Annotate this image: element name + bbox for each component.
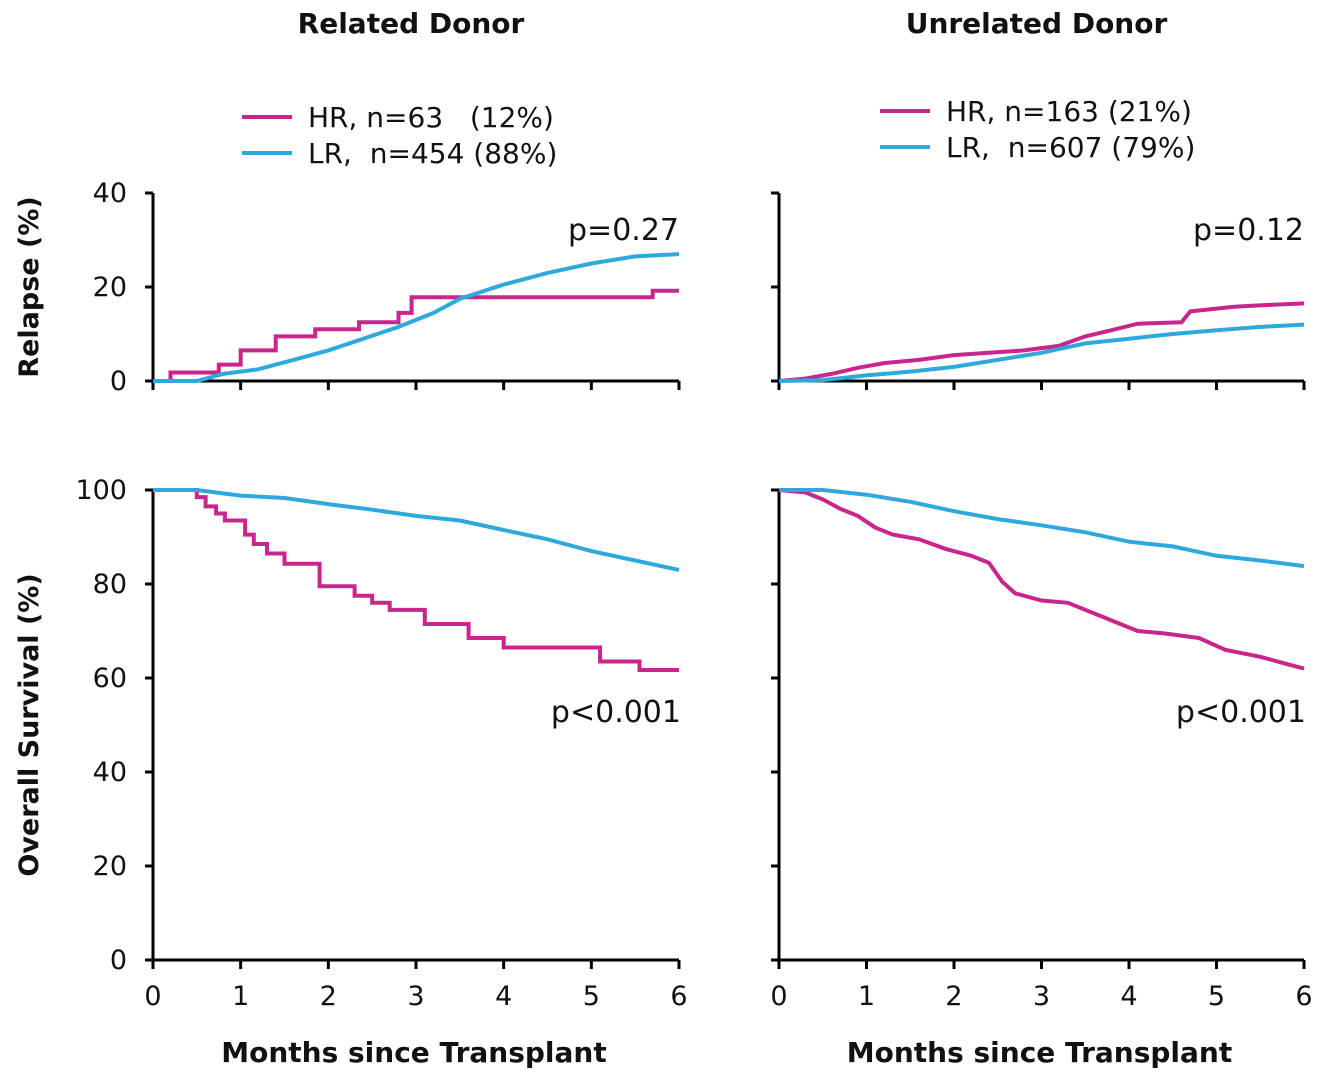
x-tick-label: 1 [858, 981, 875, 1012]
series-line-hr [153, 288, 679, 383]
legend-label: LR, n=454 (88%) [308, 137, 557, 170]
x-axis-label: Months since Transplant [221, 1036, 606, 1069]
x-tick-label: 5 [1208, 981, 1225, 1012]
x-tick-label: 3 [1033, 981, 1050, 1012]
x-tick-label: 6 [670, 981, 687, 1012]
series-line-lr [153, 488, 680, 572]
x-tick-label: 2 [320, 981, 337, 1012]
series-line-lr [778, 322, 1305, 383]
panel-unrelated-relapse: Unrelated Donor HR, n=163 (21%)LR, n=607 … [771, 7, 1306, 390]
panel-title: Unrelated Donor [906, 7, 1168, 40]
y-tick-label: 40 [93, 757, 127, 788]
p-value-annotation: p=0.27 [568, 213, 679, 248]
x-tick-label: 5 [583, 981, 600, 1012]
x-tick-label: 4 [1120, 981, 1137, 1012]
y-tick-label: 0 [110, 945, 127, 976]
y-tick-label: 40 [93, 178, 127, 209]
legend-label: HR, n=63 (12%) [308, 101, 554, 134]
series-line-lr [153, 252, 680, 383]
y-tick-label: 20 [93, 851, 127, 882]
series-line-hr [778, 488, 1305, 671]
p-value-annotation: p<0.001 [551, 695, 681, 730]
x-tick-label: 1 [232, 981, 249, 1012]
series-line-lr [779, 488, 1305, 569]
legend-label: HR, n=163 (21%) [946, 95, 1192, 128]
panel-related-relapse: Related Donor 0 20 40 Relapse (%) HR, n=63 (1… [14, 7, 681, 397]
x-tick-label: 0 [144, 981, 161, 1012]
x-tick-label: 3 [407, 981, 424, 1012]
x-tick-label: 2 [945, 981, 962, 1012]
p-value-annotation: p=0.12 [1193, 213, 1304, 248]
y-tick-label: 0 [110, 366, 127, 397]
y-axis-label: Overall Survival (%) [14, 573, 45, 876]
x-tick-label: 6 [1295, 981, 1312, 1012]
x-axis-label: Months since Transplant [847, 1036, 1232, 1069]
p-value-annotation: p<0.001 [1176, 695, 1306, 730]
legend-label: LR, n=607 (79%) [946, 131, 1195, 164]
y-tick-label: 100 [75, 475, 127, 506]
y-axis-label: Relapse (%) [14, 196, 45, 377]
y-tick-label: 60 [93, 663, 127, 694]
panel-unrelated-survival: 0 1 2 3 4 5 6 Months since Transplant p<0.001 [770, 488, 1313, 1069]
y-tick-label: 20 [93, 272, 127, 303]
panel-related-survival: 0 20 40 60 80 100 0 1 2 3 4 5 6 Months since Transpla… [14, 475, 688, 1069]
x-tick-label: 0 [770, 981, 787, 1012]
x-tick-label: 4 [495, 981, 512, 1012]
y-tick-label: 80 [93, 569, 127, 600]
series-line-hr [778, 301, 1305, 383]
series-line-hr [153, 488, 679, 672]
panel-title: Related Donor [298, 7, 525, 40]
